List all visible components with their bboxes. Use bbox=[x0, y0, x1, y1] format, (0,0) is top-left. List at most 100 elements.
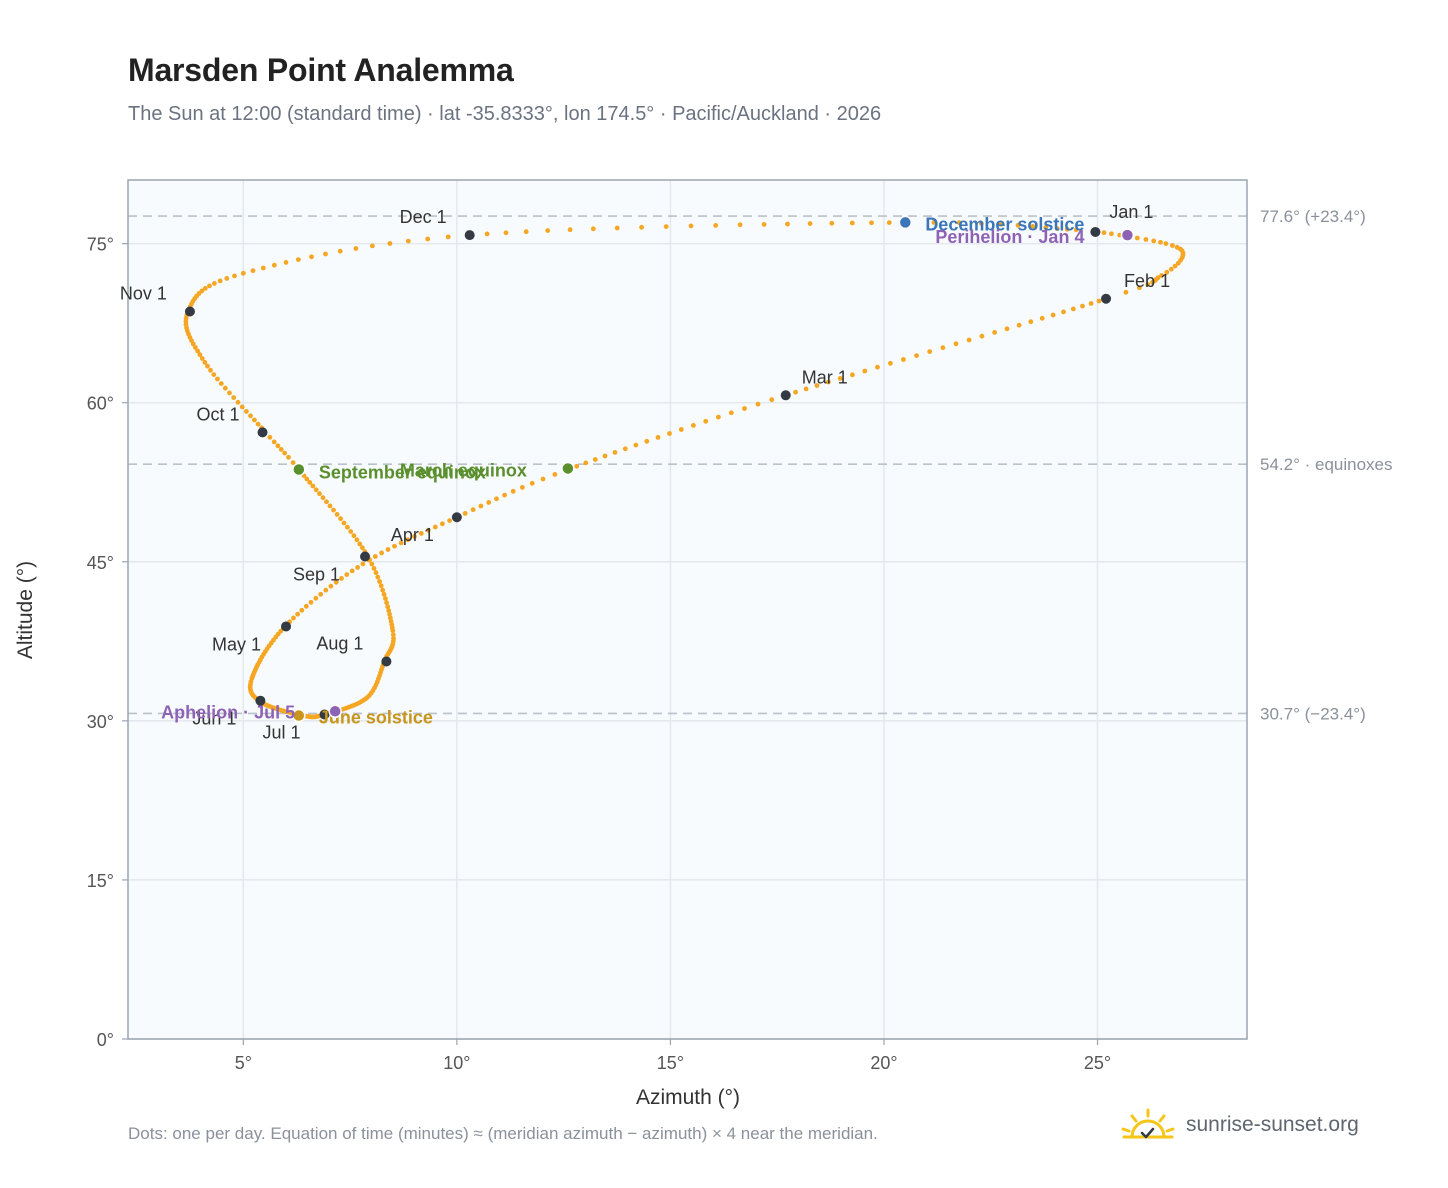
daily-dot bbox=[1164, 269, 1170, 275]
daily-dot bbox=[1080, 303, 1085, 309]
month-marker bbox=[464, 230, 475, 241]
daily-dot bbox=[202, 360, 208, 365]
daily-dot bbox=[590, 226, 596, 232]
event-label: Perihelion · Jan 4 bbox=[935, 227, 1084, 247]
daily-dot bbox=[886, 220, 892, 226]
daily-dot bbox=[1004, 326, 1010, 332]
daily-dot bbox=[814, 383, 820, 388]
month-label: Nov 1 bbox=[120, 284, 167, 304]
daily-dot bbox=[849, 220, 855, 226]
daily-dot bbox=[614, 225, 620, 231]
reference-line-label: 77.6° (+23.4°) bbox=[1260, 207, 1366, 226]
daily-dot bbox=[217, 278, 223, 284]
daily-dot bbox=[405, 238, 411, 244]
daily-dot bbox=[224, 276, 230, 281]
daily-dot bbox=[927, 349, 933, 354]
daily-dot bbox=[215, 376, 220, 382]
month-marker bbox=[381, 656, 392, 667]
daily-dot bbox=[275, 443, 281, 449]
event-label: December solstice bbox=[925, 214, 1084, 234]
daily-dot bbox=[286, 454, 291, 460]
daily-dot bbox=[339, 576, 344, 581]
reference-lines: 77.6° (+23.4°) 54.2° · equinoxes 30.7° (−2… bbox=[128, 207, 1393, 723]
event-label: June solstice bbox=[319, 708, 433, 728]
brand[interactable]: sunrise-sunset.org bbox=[1120, 1100, 1359, 1150]
daily-dot bbox=[227, 390, 232, 396]
daily-dot bbox=[484, 231, 490, 237]
daily-dot bbox=[388, 615, 393, 621]
daily-dot bbox=[1016, 322, 1022, 328]
daily-dot bbox=[360, 545, 365, 551]
daily-dot bbox=[218, 381, 224, 386]
daily-dot bbox=[1150, 279, 1155, 285]
chart-title: Marsden Point Analemma bbox=[128, 52, 514, 88]
daily-dot bbox=[248, 413, 253, 419]
daily-dot bbox=[807, 221, 813, 227]
month-marker bbox=[281, 621, 292, 632]
month-label: Mar 1 bbox=[802, 367, 848, 387]
daily-dot bbox=[953, 341, 959, 347]
daily-dot bbox=[966, 337, 972, 343]
daily-dot bbox=[728, 410, 734, 416]
daily-dot bbox=[271, 262, 277, 268]
daily-dot bbox=[440, 521, 445, 527]
month-label: Sep 1 bbox=[293, 564, 340, 584]
daily-dot bbox=[349, 568, 355, 574]
daily-dot bbox=[398, 540, 404, 546]
daily-dot bbox=[850, 372, 855, 378]
daily-dot bbox=[304, 476, 310, 482]
daily-dot bbox=[1070, 306, 1076, 312]
daily-dot bbox=[478, 503, 484, 509]
daily-dot bbox=[602, 453, 608, 459]
daily-dot bbox=[888, 360, 893, 366]
daily-dot bbox=[278, 447, 284, 452]
event-marker bbox=[1120, 228, 1135, 242]
daily-dot bbox=[826, 379, 831, 385]
daily-dot bbox=[1015, 222, 1021, 228]
x-tick-label: 10° bbox=[443, 1053, 470, 1073]
x-tick-label: 25° bbox=[1084, 1053, 1111, 1073]
daily-dot bbox=[222, 385, 228, 391]
daily-dot bbox=[1088, 301, 1094, 306]
daily-dot bbox=[211, 372, 217, 377]
daily-dot bbox=[761, 222, 767, 227]
daily-dot bbox=[239, 404, 245, 410]
daily-dot bbox=[592, 457, 598, 462]
daily-dot bbox=[1168, 266, 1174, 272]
daily-dot bbox=[1039, 315, 1045, 321]
daily-dot bbox=[199, 356, 205, 361]
y-tick-label: 60° bbox=[87, 394, 114, 414]
daily-dot bbox=[205, 363, 210, 369]
daily-dot bbox=[377, 579, 382, 584]
daily-dot bbox=[716, 414, 721, 420]
month-marker bbox=[255, 695, 266, 706]
month-marker bbox=[780, 390, 791, 401]
daily-dot bbox=[313, 487, 319, 493]
daily-dot bbox=[260, 265, 266, 271]
daily-dots bbox=[183, 220, 1186, 720]
month-marker bbox=[184, 306, 195, 317]
event-marker bbox=[328, 704, 342, 719]
daily-dot bbox=[197, 352, 203, 358]
daily-dot bbox=[282, 450, 288, 456]
daily-dot bbox=[344, 572, 350, 577]
daily-dot bbox=[390, 632, 396, 638]
daily-dot bbox=[875, 364, 880, 370]
month-label: Feb 1 bbox=[1124, 271, 1170, 291]
brand-name[interactable]: sunrise-sunset.org bbox=[1186, 1113, 1359, 1136]
daily-dot bbox=[290, 460, 296, 466]
month-label: Jun 1 bbox=[192, 709, 236, 729]
daily-dot bbox=[307, 480, 313, 485]
daily-dot bbox=[348, 529, 354, 534]
daily-dot bbox=[901, 357, 906, 362]
y-tick-label: 30° bbox=[87, 712, 114, 732]
event-marker bbox=[898, 215, 913, 230]
daily-dot bbox=[655, 435, 661, 440]
daily-dot bbox=[742, 406, 747, 411]
month-marker bbox=[257, 427, 268, 438]
daily-dot bbox=[639, 224, 644, 230]
daily-dot bbox=[240, 270, 246, 276]
event-label: September equinox bbox=[319, 463, 486, 483]
daily-dot bbox=[486, 500, 492, 505]
